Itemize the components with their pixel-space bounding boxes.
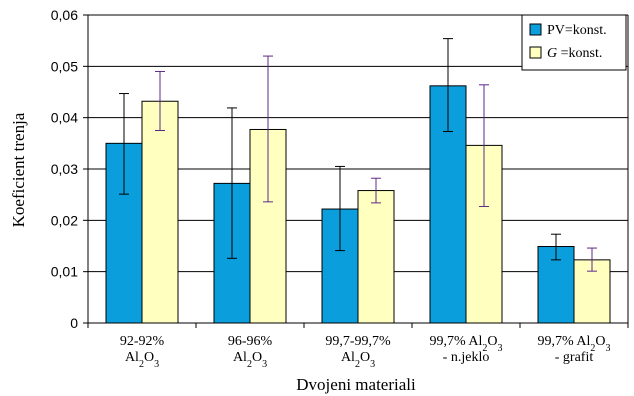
- x-tick-label-line2: Al2O3: [125, 350, 159, 370]
- legend-label-g-text: =konst.: [557, 46, 602, 61]
- y-tick-label: 0,03: [51, 161, 78, 177]
- legend-label-g-italic: G: [547, 46, 557, 61]
- bar-g: [141, 100, 179, 324]
- axes: [83, 14, 629, 328]
- x-tick-label-line1: 99,7% Al2O3: [429, 334, 502, 354]
- x-tick-label-line2: Al2O3: [233, 350, 267, 370]
- legend-swatch-g: [529, 46, 542, 59]
- y-tick-labels: 0 0,01 0,02 0,03 0,04 0,05 0,06: [51, 7, 78, 331]
- legend-swatch-pv: [529, 23, 542, 36]
- legend-label-g: G =konst.: [547, 46, 602, 61]
- x-tick-label-line1: 96-96%: [228, 334, 273, 349]
- error-bars: [119, 38, 597, 272]
- y-axis-title: Koeficient trenja: [9, 112, 28, 227]
- bar-g: [573, 259, 611, 324]
- legend: PV=konst. G =konst.: [521, 14, 627, 71]
- x-tick-label-line1: 99,7% Al2O3: [537, 334, 610, 354]
- legend-label-pv: PV=konst.: [547, 23, 607, 38]
- x-tick-label-line1: 99,7-99,7%: [325, 334, 391, 349]
- y-tick-label: 0,05: [51, 58, 78, 74]
- bar-g: [357, 190, 395, 324]
- x-axis-title: Dvojeni materiali: [296, 375, 416, 394]
- y-tick-label: 0,01: [51, 264, 78, 280]
- legend-label-pv-text: PV=konst.: [547, 23, 607, 38]
- x-tick-label-line2: - grafit: [555, 350, 594, 365]
- y-tick-label: 0,06: [51, 7, 78, 23]
- x-tick-labels: 92-92%Al2O396-96%Al2O399,7-99,7%Al2O399,…: [120, 334, 611, 370]
- x-tick-label-line1: 92-92%: [120, 334, 165, 349]
- bars: [105, 85, 611, 324]
- x-tick-label-line2: - n.jeklo: [443, 350, 490, 365]
- y-tick-label: 0: [70, 315, 78, 331]
- y-tick-label: 0,02: [51, 212, 78, 228]
- x-tick-label-line2: Al2O3: [341, 350, 375, 370]
- y-tick-label: 0,04: [51, 110, 78, 126]
